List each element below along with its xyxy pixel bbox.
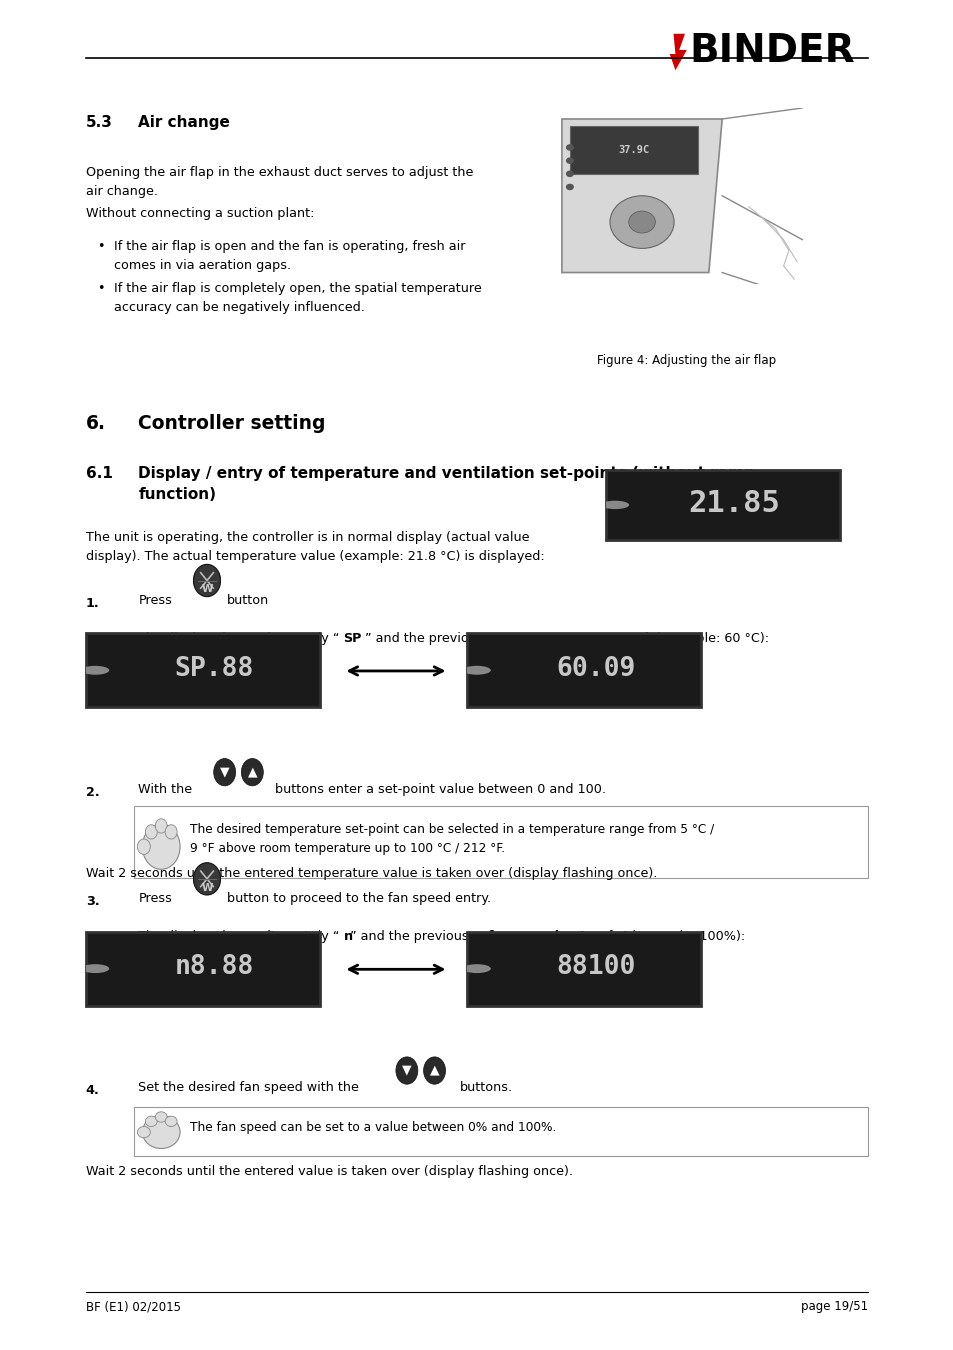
Text: 21.85: 21.85 bbox=[688, 489, 780, 518]
Text: 6.1: 6.1 bbox=[86, 466, 112, 481]
Text: W: W bbox=[201, 883, 213, 892]
Text: ▼: ▼ bbox=[219, 765, 230, 778]
Text: •: • bbox=[97, 282, 105, 296]
Polygon shape bbox=[561, 119, 721, 273]
Text: 2.: 2. bbox=[86, 786, 99, 799]
Text: BF (E1) 02/2015: BF (E1) 02/2015 bbox=[86, 1300, 181, 1314]
Text: Wait 2 seconds until the entered temperature value is taken over (display flashi: Wait 2 seconds until the entered tempera… bbox=[86, 867, 657, 880]
Ellipse shape bbox=[193, 564, 220, 597]
Polygon shape bbox=[669, 34, 686, 70]
Circle shape bbox=[565, 158, 574, 163]
Text: 5.3: 5.3 bbox=[86, 115, 112, 130]
Circle shape bbox=[81, 666, 109, 675]
Text: SP.88: SP.88 bbox=[174, 656, 253, 682]
Text: Press: Press bbox=[138, 892, 172, 906]
Text: 4.: 4. bbox=[86, 1084, 99, 1098]
Text: (example: 60 °C):: (example: 60 °C): bbox=[651, 632, 768, 645]
FancyBboxPatch shape bbox=[467, 633, 700, 707]
FancyBboxPatch shape bbox=[569, 126, 698, 174]
Circle shape bbox=[423, 1057, 445, 1084]
Text: ” and the previous: ” and the previous bbox=[365, 632, 488, 645]
Circle shape bbox=[137, 838, 151, 855]
Text: The display shows alternately “: The display shows alternately “ bbox=[138, 930, 339, 944]
Text: 60.09: 60.09 bbox=[556, 656, 635, 682]
Text: buttons.: buttons. bbox=[459, 1081, 513, 1095]
Text: 88100: 88100 bbox=[556, 954, 635, 980]
Circle shape bbox=[565, 184, 574, 190]
Text: If the air flap is completely open, the spatial temperature
accuracy can be nega: If the air flap is completely open, the … bbox=[114, 282, 481, 315]
Text: With the: With the bbox=[138, 783, 193, 796]
Text: Without connecting a suction plant:: Without connecting a suction plant: bbox=[86, 207, 314, 220]
Text: n: n bbox=[343, 930, 353, 944]
Text: Display / entry of temperature and ventilation set-points (without ramp
function: Display / entry of temperature and venti… bbox=[138, 466, 755, 502]
Text: ” and the previous: ” and the previous bbox=[350, 930, 473, 944]
Text: ▲: ▲ bbox=[247, 765, 257, 778]
Text: temperature set-point: temperature set-point bbox=[503, 632, 663, 645]
Text: (example: 100%):: (example: 100%): bbox=[626, 930, 744, 944]
Text: If the air flap is open and the fan is operating, fresh air
comes in via aeratio: If the air flap is open and the fan is o… bbox=[114, 240, 465, 273]
Text: BINDER: BINDER bbox=[689, 32, 855, 70]
Circle shape bbox=[81, 964, 109, 973]
Text: SP: SP bbox=[343, 632, 361, 645]
Text: Controller setting: Controller setting bbox=[138, 414, 326, 433]
Text: The unit is operating, the controller is in normal display (actual value
display: The unit is operating, the controller is… bbox=[86, 531, 544, 563]
Circle shape bbox=[395, 1057, 417, 1084]
Ellipse shape bbox=[193, 863, 220, 895]
Circle shape bbox=[165, 1116, 177, 1126]
Text: button to proceed to the fan speed entry.: button to proceed to the fan speed entry… bbox=[227, 892, 491, 906]
Circle shape bbox=[155, 1112, 167, 1122]
Text: 37.9C: 37.9C bbox=[618, 144, 649, 155]
Circle shape bbox=[213, 759, 235, 786]
Circle shape bbox=[145, 1116, 157, 1126]
Text: Set the desired fan speed with the: Set the desired fan speed with the bbox=[138, 1081, 359, 1095]
Circle shape bbox=[145, 825, 157, 838]
Circle shape bbox=[241, 759, 263, 786]
FancyBboxPatch shape bbox=[86, 633, 319, 707]
FancyBboxPatch shape bbox=[133, 1107, 867, 1156]
FancyBboxPatch shape bbox=[133, 806, 867, 878]
Text: W: W bbox=[201, 585, 213, 594]
Text: fan speed set-point: fan speed set-point bbox=[488, 930, 629, 944]
Circle shape bbox=[565, 170, 574, 177]
Text: n8.88: n8.88 bbox=[174, 954, 253, 980]
Circle shape bbox=[565, 144, 574, 151]
Text: page 19/51: page 19/51 bbox=[801, 1300, 867, 1314]
Text: The desired temperature set-point can be selected in a temperature range from 5 : The desired temperature set-point can be… bbox=[190, 824, 714, 855]
Text: Figure 4: Adjusting the air flap: Figure 4: Adjusting the air flap bbox=[597, 354, 776, 367]
Circle shape bbox=[462, 964, 490, 973]
Text: Air change: Air change bbox=[138, 115, 230, 130]
Text: 6.: 6. bbox=[86, 414, 106, 433]
Text: •: • bbox=[97, 240, 105, 254]
Circle shape bbox=[628, 211, 655, 234]
FancyBboxPatch shape bbox=[605, 470, 839, 540]
Text: ▼: ▼ bbox=[401, 1064, 412, 1076]
Text: buttons enter a set-point value between 0 and 100.: buttons enter a set-point value between … bbox=[274, 783, 605, 796]
Circle shape bbox=[137, 1126, 151, 1138]
Text: Wait 2 seconds until the entered value is taken over (display flashing once).: Wait 2 seconds until the entered value i… bbox=[86, 1165, 572, 1179]
FancyBboxPatch shape bbox=[467, 931, 700, 1006]
Text: Press: Press bbox=[138, 594, 172, 608]
Circle shape bbox=[155, 819, 167, 833]
FancyBboxPatch shape bbox=[86, 931, 319, 1006]
Circle shape bbox=[142, 1115, 180, 1149]
Circle shape bbox=[142, 824, 180, 869]
Text: The fan speed can be set to a value between 0% and 100%.: The fan speed can be set to a value betw… bbox=[190, 1120, 556, 1134]
Circle shape bbox=[609, 196, 674, 248]
Text: Opening the air flap in the exhaust duct serves to adjust the
air change.: Opening the air flap in the exhaust duct… bbox=[86, 166, 473, 198]
Text: 3.: 3. bbox=[86, 895, 99, 909]
Text: 1.: 1. bbox=[86, 597, 99, 610]
Circle shape bbox=[165, 825, 177, 838]
Text: ▲: ▲ bbox=[429, 1064, 439, 1076]
Circle shape bbox=[600, 501, 629, 509]
Circle shape bbox=[462, 666, 490, 675]
Text: The display shows alternately “: The display shows alternately “ bbox=[138, 632, 339, 645]
Text: button: button bbox=[227, 594, 269, 608]
